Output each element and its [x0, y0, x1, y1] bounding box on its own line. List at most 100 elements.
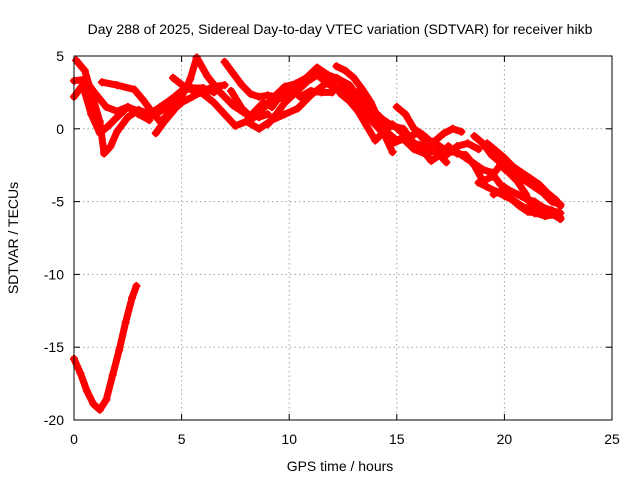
data-point-marker [435, 142, 444, 151]
data-point-marker [246, 89, 255, 98]
data-point-marker [506, 194, 515, 203]
data-point-marker [435, 151, 444, 160]
x-tick-label: 25 [604, 431, 620, 447]
data-point-marker [556, 213, 565, 222]
data-point-marker [442, 158, 451, 167]
data-point-marker [541, 212, 550, 221]
data-point-marker [229, 101, 238, 110]
data-point-marker [229, 69, 238, 78]
data-point-marker [427, 137, 436, 146]
data-point-marker [231, 121, 240, 130]
data-point-marker [410, 124, 419, 133]
data-point-marker [524, 207, 533, 216]
data-point-marker [427, 156, 436, 165]
data-point-marker [295, 92, 304, 101]
data-point-marker [362, 121, 371, 130]
data-layer [70, 53, 565, 414]
y-gridlines [74, 128, 612, 348]
data-point-marker [392, 102, 401, 111]
data-point-marker [521, 194, 530, 203]
data-point-marker [491, 146, 500, 155]
data-point-marker [132, 282, 141, 291]
chart-title: Day 288 of 2025, Sidereal Day-to-day VTE… [88, 21, 593, 37]
data-point-marker [220, 81, 229, 90]
plot-frame [73, 55, 613, 421]
data-point-marker [463, 139, 472, 148]
data-point-marker [399, 124, 408, 133]
data-point-marker [80, 75, 89, 84]
data-point-marker [113, 107, 122, 116]
data-point-marker [242, 117, 251, 126]
data-point-marker [489, 190, 498, 199]
data-point-marker [108, 370, 117, 379]
data-point-marker [147, 107, 156, 116]
data-point-marker [291, 88, 300, 97]
data-point-marker [478, 165, 487, 174]
data-point-marker [82, 386, 91, 395]
data-point-marker [227, 86, 236, 95]
data-point-marker [500, 153, 509, 162]
data-point-marker [134, 110, 143, 119]
data-point-marker [474, 145, 483, 154]
x-tick-label: 20 [497, 431, 513, 447]
data-point-marker [102, 102, 111, 111]
data-point-marker [483, 183, 492, 192]
data-point-marker [160, 117, 169, 126]
data-point-marker [209, 98, 218, 107]
data-point-marker [323, 79, 332, 88]
data-point-marker [280, 110, 289, 119]
x-tick-label: 10 [281, 431, 297, 447]
data-point-marker [89, 399, 98, 408]
data-point-marker [199, 89, 208, 98]
data-point-marker [388, 148, 397, 157]
data-point-marker [270, 92, 279, 101]
data-point-marker [263, 91, 272, 100]
data-point-marker [375, 117, 384, 126]
data-point-marker [272, 110, 281, 119]
data-point-marker [181, 84, 190, 93]
data-point-marker [384, 129, 393, 138]
data-point-marker [392, 136, 401, 145]
data-point-marker [470, 159, 479, 168]
data-point-marker [115, 346, 124, 355]
data-point-marker [483, 139, 492, 148]
data-point-marker [255, 124, 264, 133]
data-point-marker [366, 98, 375, 107]
data-point-marker [341, 66, 350, 75]
data-point-marker [80, 66, 89, 75]
x-tick-label: 15 [389, 431, 405, 447]
y-axis-label: SDTVAR / TECUs [5, 182, 21, 294]
x-axis-label: GPS time / hours [287, 458, 394, 474]
data-point-marker [496, 180, 505, 189]
data-point-marker [177, 92, 186, 101]
data-point-marker [168, 107, 177, 116]
data-point-marker [255, 92, 264, 101]
data-point-marker [259, 104, 268, 113]
series-track-band [393, 103, 564, 217]
data-point-marker [474, 178, 483, 187]
data-point-marker [418, 130, 427, 139]
data-point-marker [186, 75, 195, 84]
data-point-marker [487, 168, 496, 177]
data-point-marker [263, 110, 272, 119]
data-point-marker [313, 70, 322, 79]
data-point-marker [457, 127, 466, 136]
data-point-marker [166, 95, 175, 104]
data-point-marker [203, 72, 212, 81]
data-point-marker [91, 89, 100, 98]
data-point-marker [332, 73, 341, 82]
data-point-marker [556, 201, 565, 210]
data-point-marker [263, 120, 272, 129]
series-track-band [70, 75, 153, 124]
data-point-marker [345, 86, 354, 95]
data-point-marker [237, 104, 246, 113]
data-point-marker [95, 129, 104, 138]
y-tick-label: -5 [52, 194, 65, 210]
data-point-marker [388, 121, 397, 130]
data-point-marker [100, 149, 109, 158]
data-point-marker [448, 124, 457, 133]
data-point-marker [498, 185, 507, 194]
data-point-marker [401, 132, 410, 141]
data-point-marker [220, 110, 229, 119]
data-point-marker [291, 79, 300, 88]
